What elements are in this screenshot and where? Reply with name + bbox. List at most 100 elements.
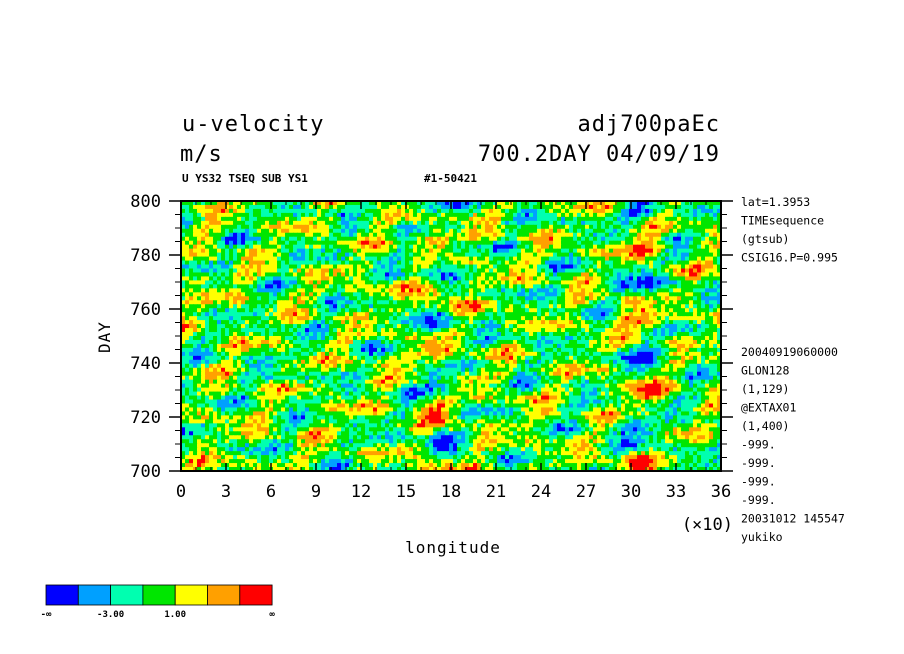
heatmap-cell	[469, 252, 474, 258]
heatmap-cell	[497, 268, 502, 274]
heatmap-cell	[653, 308, 658, 313]
heatmap-cell	[537, 220, 542, 226]
heatmap-cell	[653, 260, 658, 266]
heatmap-cell	[405, 208, 410, 214]
heatmap-cell	[365, 268, 370, 274]
heatmap-cell	[489, 272, 494, 278]
heatmap-cell	[209, 288, 214, 293]
heatmap-cell	[445, 324, 450, 329]
heatmap-cell	[261, 288, 266, 293]
heatmap-cell	[377, 260, 382, 266]
heatmap-cell	[661, 240, 666, 246]
heatmap-cell	[569, 260, 574, 266]
heatmap-cell	[501, 256, 506, 262]
heatmap-cell	[453, 324, 458, 329]
heatmap-cell	[397, 312, 402, 317]
heatmap-cell	[421, 304, 426, 309]
heatmap-cell	[561, 300, 566, 305]
heatmap-cell	[549, 224, 554, 230]
heatmap-cell	[681, 272, 686, 278]
heatmap-cell	[653, 280, 658, 285]
heatmap-cell	[445, 232, 450, 238]
heatmap-cell	[517, 308, 522, 313]
heatmap-cell	[521, 256, 526, 262]
heatmap-cell	[469, 256, 474, 262]
heatmap-cell	[577, 284, 582, 289]
heatmap-cell	[205, 208, 210, 214]
heatmap-cell	[505, 228, 510, 234]
heatmap-cell	[657, 204, 662, 210]
heatmap-cell	[373, 296, 378, 301]
heatmap-cell	[409, 300, 414, 305]
heatmap-cell	[541, 292, 546, 297]
heatmap-cell	[233, 264, 238, 270]
heatmap-cell	[393, 308, 398, 313]
heatmap-cell	[605, 316, 610, 321]
heatmap-cell	[425, 312, 430, 317]
heatmap-cell	[553, 284, 558, 289]
heatmap-cell	[461, 256, 466, 262]
heatmap-cell	[417, 304, 422, 309]
heatmap-cell	[653, 284, 658, 289]
heatmap-cell	[281, 343, 286, 349]
heatmap-cell	[529, 316, 534, 321]
heatmap-cell	[325, 244, 330, 250]
heatmap-cell	[689, 240, 694, 246]
heatmap-cell	[213, 328, 218, 333]
heatmap-cell	[465, 280, 470, 285]
heatmap-cell	[469, 332, 474, 337]
heatmap-cell	[709, 320, 714, 325]
heatmap-cell	[677, 304, 682, 309]
heatmap-cell	[189, 272, 194, 278]
heatmap-cell	[505, 292, 510, 297]
heatmap-cell	[421, 268, 426, 274]
heatmap-cell	[541, 216, 546, 222]
heatmap-cell	[577, 248, 582, 254]
heatmap-cell	[597, 292, 602, 297]
heatmap-cell	[373, 264, 378, 270]
heatmap-cell	[697, 336, 702, 341]
heatmap-cell	[393, 316, 398, 321]
heatmap-cell	[401, 328, 406, 333]
heatmap-cell	[269, 336, 274, 341]
heatmap-cell	[717, 236, 722, 242]
heatmap-cell	[617, 320, 622, 325]
heatmap-cell	[461, 216, 466, 222]
heatmap-cell	[437, 228, 442, 234]
heatmap-cell	[465, 324, 470, 329]
heatmap-cell	[341, 248, 346, 254]
heatmap-cell	[417, 228, 422, 234]
heatmap-cell	[277, 244, 282, 250]
heatmap-cell	[645, 280, 650, 285]
heatmap-cell	[349, 264, 354, 270]
heatmap-cell	[549, 268, 554, 274]
heatmap-cell	[373, 248, 378, 254]
heatmap-cell	[513, 212, 518, 218]
heatmap-cell	[357, 284, 362, 289]
heatmap-cell	[281, 316, 286, 321]
heatmap-cell	[633, 232, 638, 238]
heatmap-cell	[441, 256, 446, 262]
heatmap-cell	[445, 256, 450, 262]
heatmap-cell	[301, 284, 306, 289]
heatmap-cell	[417, 224, 422, 230]
heatmap-cell	[717, 316, 722, 321]
heatmap-cell	[637, 339, 642, 345]
heatmap-cell	[201, 216, 206, 222]
heatmap-cell	[489, 320, 494, 325]
heatmap-cell	[681, 300, 686, 305]
heatmap-cell	[253, 260, 258, 266]
heatmap-cell	[625, 339, 630, 345]
heatmap-cell	[709, 332, 714, 337]
heatmap-cell	[549, 320, 554, 325]
heatmap-cell	[253, 332, 258, 337]
heatmap-cell	[365, 204, 370, 210]
heatmap-cell	[329, 232, 334, 238]
heatmap-cell	[665, 252, 670, 258]
heatmap-cell	[373, 280, 378, 285]
heatmap-cell	[305, 201, 310, 206]
heatmap-cell	[317, 324, 322, 329]
heatmap-cell	[213, 296, 218, 301]
heatmap-cell	[461, 248, 466, 254]
heatmap-cell	[433, 232, 438, 238]
